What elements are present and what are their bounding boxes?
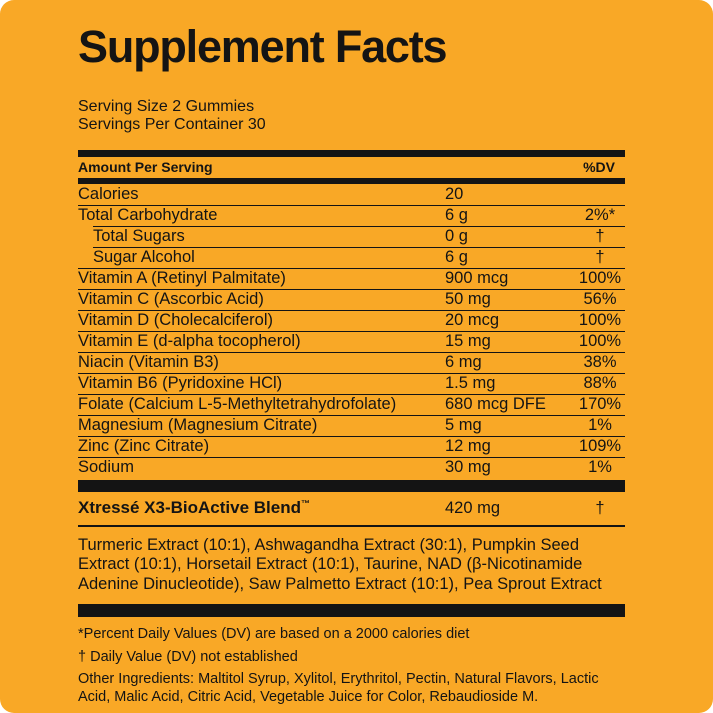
vitamin-b6-pyridoxine-hcl-label: Vitamin B6 (Pyridoxine HCl) bbox=[78, 373, 283, 392]
footnotes: *Percent Daily Values (DV) are based on … bbox=[78, 626, 625, 706]
sugar-alcohol-dv: † bbox=[595, 247, 605, 266]
vitamin-a-retinyl-palmitate-dv: 100% bbox=[578, 268, 622, 287]
niacin-vitamin-b3-amount: 6 mg bbox=[445, 352, 482, 371]
magnesium-magnesium-citrate-amount: 5 mg bbox=[445, 415, 482, 434]
total-sugars-dv: † bbox=[595, 226, 605, 245]
magnesium-magnesium-citrate-label: Magnesium (Magnesium Citrate) bbox=[78, 415, 318, 434]
sugar-alcohol-label: Sugar Alcohol bbox=[93, 247, 195, 266]
facts-table: Amount Per Serving %DV Calories 20 Total C… bbox=[78, 149, 625, 617]
dv-header: %DV bbox=[583, 159, 615, 175]
dagger-footnote: † Daily Value (DV) not established bbox=[78, 648, 298, 665]
fact-row-sodium: Sodium 30 mg 1% bbox=[78, 456, 625, 478]
blend-amount: 420 mg bbox=[445, 498, 501, 517]
other-ingredients-text: Other Ingredients: Maltitol Syrup, Xylit… bbox=[78, 671, 599, 705]
magnesium-magnesium-citrate-dv: 1% bbox=[588, 415, 612, 434]
zinc-zinc-citrate-amount: 12 mg bbox=[445, 436, 491, 455]
fact-row-sugar-alcohol: Sugar Alcohol 6 g † bbox=[78, 246, 625, 268]
fact-row-total-carbohydrate: Total Carbohydrate 6 g 2%* bbox=[78, 204, 625, 226]
vitamin-b6-pyridoxine-hcl-dv: 88% bbox=[583, 373, 617, 392]
blend-ingredients-text: Turmeric Extract (10:1), Ashwagandha Ext… bbox=[78, 535, 602, 593]
vitamin-b6-pyridoxine-hcl-amount: 1.5 mg bbox=[445, 373, 496, 392]
vitamin-d-cholecalciferol-label: Vitamin D (Cholecalciferol) bbox=[78, 310, 274, 329]
sugar-alcohol-amount: 6 g bbox=[445, 247, 468, 266]
serving-info: Serving Size 2 Gummies Servings Per Cont… bbox=[78, 98, 625, 134]
servings-per-container: Servings Per Container 30 bbox=[78, 115, 266, 133]
table-bottom-bar bbox=[78, 604, 625, 617]
fact-row-total-sugars: Total Sugars 0 g † bbox=[78, 225, 625, 247]
vitamin-e-d-alpha-tocopherol-label: Vitamin E (d-alpha tocopherol) bbox=[78, 331, 301, 350]
blend-separator-bar bbox=[78, 479, 625, 492]
vitamin-d-cholecalciferol-amount: 20 mcg bbox=[445, 310, 500, 329]
table-top-bar bbox=[78, 149, 625, 157]
fact-row-zinc-zinc-citrate: Zinc (Zinc Citrate) 12 mg 109% bbox=[78, 435, 625, 457]
blend-dv: † bbox=[595, 498, 605, 517]
folate-calcium-l-5-methyltetrahydrofolate-label: Folate (Calcium L-5-Methyltetrahydrofola… bbox=[78, 394, 397, 413]
fact-row-vitamin-e-d-alpha-tocopherol: Vitamin E (d-alpha tocopherol) 15 mg 100% bbox=[78, 330, 625, 352]
niacin-vitamin-b3-dv: 38% bbox=[583, 352, 617, 371]
fact-row-folate-calcium-l-5-methyltetrahydrofolate: Folate (Calcium L-5-Methyltetrahydrofola… bbox=[78, 393, 625, 415]
page-title: Supplement Facts bbox=[78, 21, 448, 72]
vitamin-d-cholecalciferol-dv: 100% bbox=[578, 310, 622, 329]
vitamin-e-d-alpha-tocopherol-amount: 15 mg bbox=[445, 331, 491, 350]
dv-footnote: *Percent Daily Values (DV) are based on … bbox=[78, 626, 470, 642]
fact-row-vitamin-d-cholecalciferol: Vitamin D (Cholecalciferol) 20 mcg 100% bbox=[78, 309, 625, 331]
sodium-dv: 1% bbox=[588, 457, 612, 476]
calories-amount: 20 bbox=[445, 184, 464, 203]
fact-row-vitamin-a-retinyl-palmitate: Vitamin A (Retinyl Palmitate) 900 mcg 100% bbox=[78, 267, 625, 289]
niacin-vitamin-b3-label: Niacin (Vitamin B3) bbox=[78, 352, 219, 371]
fact-row-vitamin-c-ascorbic-acid: Vitamin C (Ascorbic Acid) 50 mg 56% bbox=[78, 288, 625, 310]
sodium-label: Sodium bbox=[78, 457, 134, 476]
facts-rows: Calories 20 Total Carbohydrate 6 g 2%* Total … bbox=[78, 184, 625, 478]
serving-size: Serving Size 2 Gummies bbox=[78, 97, 255, 115]
calories-label: Calories bbox=[78, 184, 139, 203]
fact-row-vitamin-b6-pyridoxine-hcl: Vitamin B6 (Pyridoxine HCl) 1.5 mg 88% bbox=[78, 372, 625, 394]
sodium-amount: 30 mg bbox=[445, 457, 491, 476]
amount-per-serving-header: Amount Per Serving bbox=[78, 159, 213, 175]
total-carbohydrate-label: Total Carbohydrate bbox=[78, 205, 218, 224]
fact-row-magnesium-magnesium-citrate: Magnesium (Magnesium Citrate) 5 mg 1% bbox=[78, 414, 625, 436]
zinc-zinc-citrate-label: Zinc (Zinc Citrate) bbox=[78, 436, 210, 455]
blend-name-text: Xtressé X3-BioActive Blend bbox=[78, 498, 301, 517]
total-sugars-label: Total Sugars bbox=[93, 226, 185, 245]
folate-calcium-l-5-methyltetrahydrofolate-amount: 680 mcg DFE bbox=[445, 394, 546, 413]
vitamin-a-retinyl-palmitate-amount: 900 mcg bbox=[445, 268, 509, 287]
vitamin-c-ascorbic-acid-label: Vitamin C (Ascorbic Acid) bbox=[78, 289, 264, 308]
trademark-symbol: ™ bbox=[300, 498, 310, 509]
total-carbohydrate-dv: 2%* bbox=[584, 205, 616, 224]
header-bottom-bar bbox=[78, 177, 625, 184]
blend-row: Xtressé X3-BioActive Blend™ 420 mg † bbox=[78, 492, 625, 527]
total-carbohydrate-amount: 6 g bbox=[445, 205, 468, 224]
folate-calcium-l-5-methyltetrahydrofolate-dv: 170% bbox=[578, 394, 622, 413]
total-sugars-amount: 0 g bbox=[445, 226, 468, 245]
vitamin-c-ascorbic-acid-amount: 50 mg bbox=[445, 289, 491, 308]
vitamin-a-retinyl-palmitate-label: Vitamin A (Retinyl Palmitate) bbox=[78, 268, 286, 287]
blend-name: Xtressé X3-BioActive Blend™ bbox=[78, 498, 445, 518]
fact-row-niacin-vitamin-b3: Niacin (Vitamin B3) 6 mg 38% bbox=[78, 351, 625, 373]
fact-row-calories: Calories 20 bbox=[78, 184, 625, 205]
zinc-zinc-citrate-dv: 109% bbox=[578, 436, 622, 455]
table-header-row: Amount Per Serving %DV bbox=[78, 157, 625, 178]
vitamin-e-d-alpha-tocopherol-dv: 100% bbox=[578, 331, 622, 350]
vitamin-c-ascorbic-acid-dv: 56% bbox=[583, 289, 617, 308]
